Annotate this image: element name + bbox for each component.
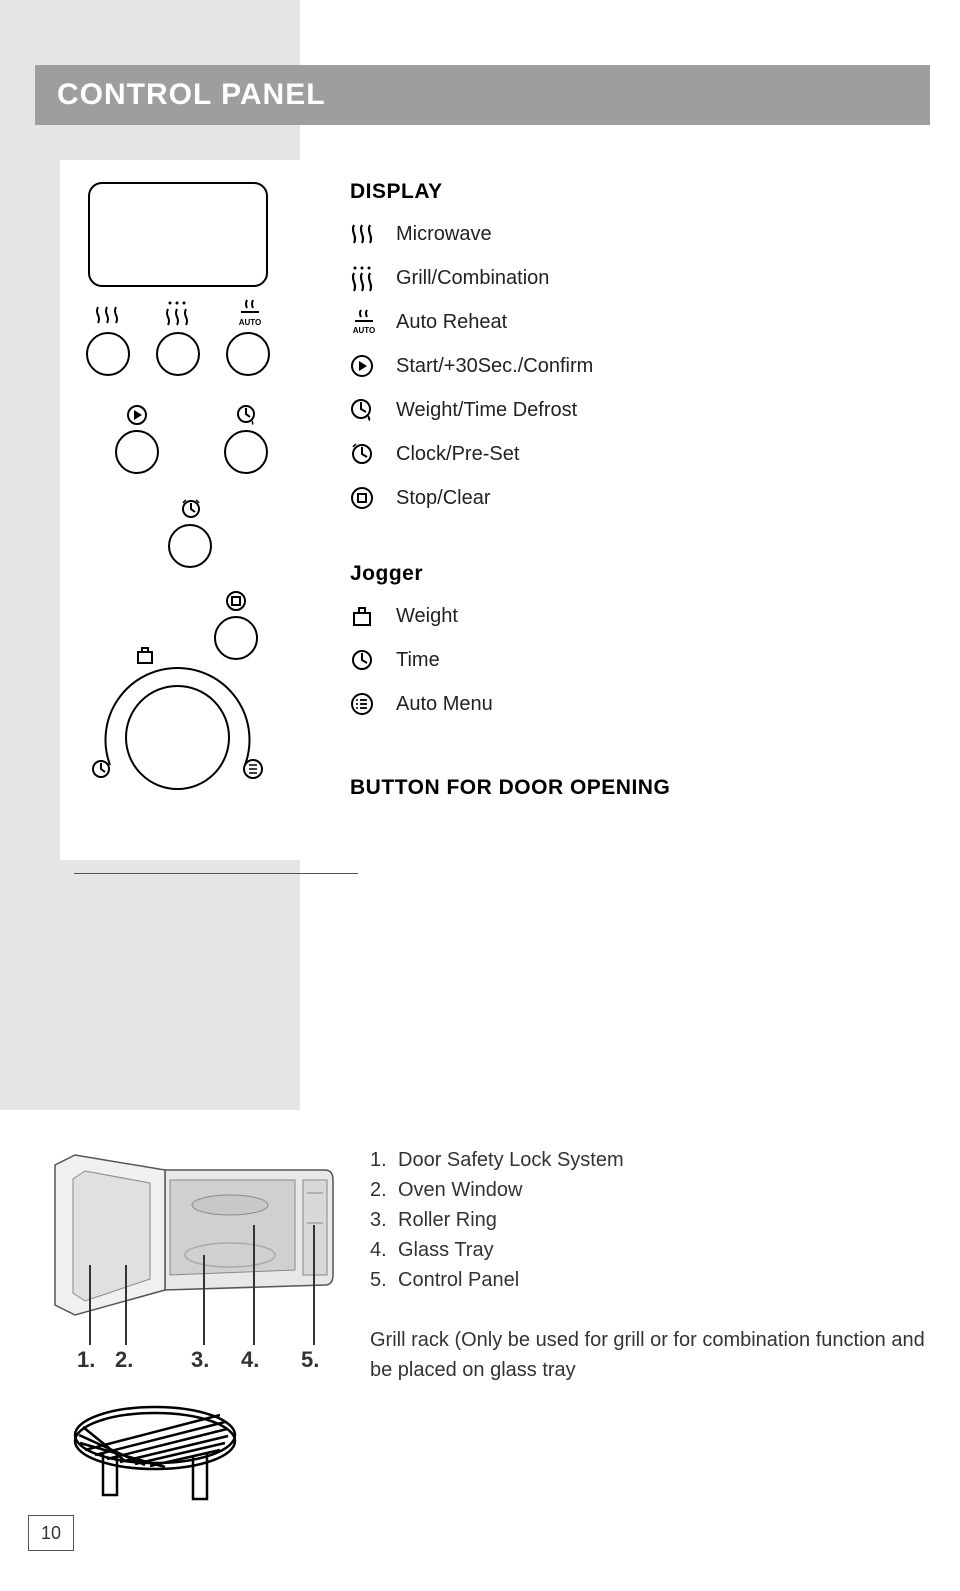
microwave-button (86, 332, 130, 376)
item-label: Roller Ring (398, 1205, 497, 1235)
grill-note: Grill rack (Only be used for grill or fo… (370, 1325, 940, 1385)
weight-icon (134, 644, 156, 666)
time-icon (90, 758, 112, 780)
item-number: 1. (370, 1145, 398, 1175)
callout-number: 4. (241, 1347, 259, 1373)
item-number: 3. (370, 1205, 398, 1235)
item-number: 5. (370, 1265, 398, 1295)
clock-icon (180, 498, 202, 520)
control-panel-diagram: AUTO (60, 160, 300, 860)
auto-reheat-icon: AUTO (350, 308, 384, 336)
start-icon (350, 352, 384, 380)
legend-label: Clock/Pre-Set (396, 443, 519, 466)
svg-text:AUTO: AUTO (239, 318, 262, 327)
grill-button (156, 332, 200, 376)
automenu-icon (350, 690, 384, 718)
callout-line (89, 1265, 91, 1345)
legend-row: Clock/Pre-Set (350, 438, 910, 470)
time-icon (350, 646, 384, 674)
callout-number: 5. (301, 1347, 319, 1373)
legend-label: Grill/Combination (396, 267, 549, 290)
auto-reheat-button (226, 332, 270, 376)
item-label: Oven Window (398, 1175, 523, 1205)
legend-row: Weight (350, 600, 910, 632)
legend-row: Weight/Time Defrost (350, 394, 910, 426)
display-screen (88, 182, 268, 287)
list-item: 4.Glass Tray (370, 1235, 624, 1265)
legend-label: Start/+30Sec./Confirm (396, 355, 593, 378)
legend-row: Microwave (350, 218, 910, 250)
jogger-heading: Jogger (350, 562, 910, 586)
callout-line (313, 1225, 315, 1345)
section-title: CONTROL PANEL (57, 78, 326, 112)
legend-label: Weight (396, 605, 458, 628)
item-label: Control Panel (398, 1265, 519, 1295)
legend-column: DISPLAY Microwave Grill/Combination (350, 180, 910, 814)
grill-combo-icon (350, 264, 384, 292)
item-number: 2. (370, 1175, 398, 1205)
list-item: 5.Control Panel (370, 1265, 624, 1295)
weight-icon (350, 602, 384, 630)
legend-row: AUTO Auto Reheat (350, 306, 910, 338)
manual-page: CONTROL PANEL AUTO (0, 0, 960, 1591)
callout-number: 1. (77, 1347, 95, 1373)
legend-label: Time (396, 649, 440, 672)
panel-divider (74, 873, 358, 874)
start-icon (126, 404, 148, 426)
page-number-text: 10 (41, 1523, 61, 1544)
list-item: 2.Oven Window (370, 1175, 624, 1205)
clock-button (168, 524, 212, 568)
door-heading: BUTTON FOR DOOR OPENING (350, 776, 910, 800)
microwave-icon (350, 220, 384, 248)
item-label: Door Safety Lock System (398, 1145, 624, 1175)
list-item: 3.Roller Ring (370, 1205, 624, 1235)
svg-text:AUTO: AUTO (353, 326, 376, 335)
list-item: 1.Door Safety Lock System (370, 1145, 624, 1175)
defrost-button (224, 430, 268, 474)
legend-label: Stop/Clear (396, 487, 491, 510)
callout-number: 2. (115, 1347, 133, 1373)
stop-icon (225, 590, 247, 612)
oven-illustration (35, 1145, 335, 1345)
stop-icon (350, 484, 384, 512)
defrost-icon (235, 404, 257, 426)
legend-label: Auto Menu (396, 693, 493, 716)
page-number: 10 (28, 1515, 74, 1551)
item-number: 4. (370, 1235, 398, 1265)
section-header: CONTROL PANEL (35, 65, 930, 125)
auto-reheat-icon: AUTO (235, 298, 265, 328)
jogger-block: Jogger Weight Time Auto Menu (350, 562, 910, 720)
clock-icon (350, 440, 384, 468)
jogger-dial (125, 685, 230, 790)
microwave-icon (94, 305, 120, 331)
legend-row: Stop/Clear (350, 482, 910, 514)
legend-row: Start/+30Sec./Confirm (350, 350, 910, 382)
legend-row: Time (350, 644, 910, 676)
legend-row: Auto Menu (350, 688, 910, 720)
start-button (115, 430, 159, 474)
legend-label: Microwave (396, 223, 492, 246)
legend-label: Auto Reheat (396, 311, 507, 334)
display-heading: DISPLAY (350, 180, 910, 204)
callout-line (203, 1255, 205, 1345)
callout-number: 3. (191, 1347, 209, 1373)
parts-list: 1.Door Safety Lock System 2.Oven Window … (370, 1145, 624, 1295)
door-block: BUTTON FOR DOOR OPENING (350, 776, 910, 800)
item-label: Glass Tray (398, 1235, 494, 1265)
grill-combo-icon (164, 300, 190, 326)
callout-line (253, 1225, 255, 1345)
grill-rack-illustration (65, 1395, 245, 1515)
legend-row: Grill/Combination (350, 262, 910, 294)
legend-label: Weight/Time Defrost (396, 399, 577, 422)
automenu-icon (242, 758, 264, 780)
defrost-icon (350, 396, 384, 424)
callout-line (125, 1265, 127, 1345)
